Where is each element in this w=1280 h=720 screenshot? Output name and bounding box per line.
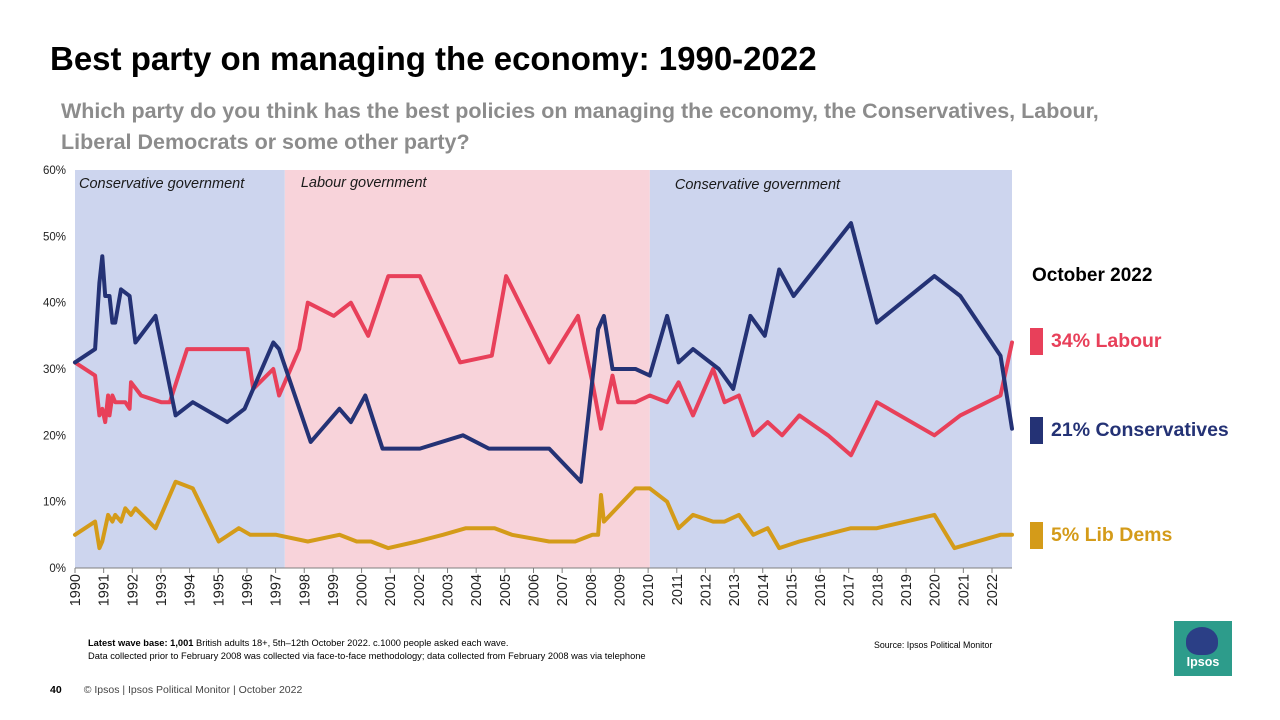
legend-swatch-libdems	[1030, 522, 1043, 549]
y-tick-label: 50%	[43, 231, 66, 243]
x-tick-label: 1993	[154, 574, 170, 606]
y-tick-label: 20%	[43, 430, 66, 442]
x-tick-label: 2010	[641, 574, 657, 606]
footnote-base-rest: British adults 18+, 5th–12th October 202…	[193, 638, 509, 648]
legend-swatch-labour	[1030, 328, 1043, 355]
x-tick-label: 1997	[269, 574, 285, 606]
logo-text: Ipsos	[1186, 655, 1220, 669]
x-tick-label: 2005	[498, 574, 514, 606]
x-tick-label: 2009	[612, 574, 628, 606]
x-tick-label: 2017	[842, 574, 858, 606]
y-tick-label: 10%	[43, 497, 66, 509]
page-subtitle: Which party do you think has the best po…	[61, 99, 1099, 154]
x-tick-label: 2008	[584, 574, 600, 606]
period-label: Conservative government	[79, 176, 245, 192]
x-tick-label: 2013	[727, 574, 743, 606]
page-footer: 40 © Ipsos | Ipsos Political Monitor | O…	[50, 684, 302, 696]
logo-head-icon	[1186, 627, 1218, 655]
footnote: Latest wave base: 1,001 British adults 1…	[88, 637, 646, 663]
x-tick-label: 1995	[211, 574, 227, 606]
x-tick-label: 1998	[297, 574, 313, 606]
legend-swatch-conservatives	[1030, 417, 1043, 444]
legend-label-labour: 34% Labour	[1051, 330, 1162, 352]
period-backgrounds: Conservative government Labour government…	[75, 170, 1012, 568]
y-tick-label: 30%	[43, 364, 66, 376]
period-label: Labour government	[301, 175, 428, 191]
x-tick-label: 2007	[555, 574, 571, 606]
legend-label-libdems: 5% Lib Dems	[1051, 524, 1173, 546]
legend-label-conservatives: 21% Conservatives	[1051, 419, 1229, 441]
x-tick-label: 2000	[355, 574, 371, 606]
x-tick-label: 2012	[698, 574, 714, 606]
x-tick-label: 2014	[756, 574, 772, 606]
series-line-lib-dems	[73, 479, 1014, 551]
x-tick-label: 2018	[870, 574, 886, 606]
legend-heading: October 2022	[1032, 265, 1153, 286]
x-tick-label: 2002	[412, 574, 428, 606]
x-tick-label: 1996	[240, 574, 256, 606]
x-tick-label: 2016	[813, 574, 829, 606]
footer-text: © Ipsos | Ipsos Political Monitor | Octo…	[83, 684, 303, 696]
y-tick-label: 60%	[43, 165, 66, 177]
x-tick-label: 2015	[784, 574, 800, 606]
legend-item-conservatives: 21% Conservatives	[1030, 417, 1229, 444]
source-note: Source: Ipsos Political Monitor	[874, 640, 993, 650]
chart-axes: 0% 10% 20% 30% 40% 50% 60% 1990 1991 1992 1993 1994…	[43, 165, 1012, 606]
x-tick-label: 1990	[68, 574, 84, 606]
legend-item-libdems: 5% Lib Dems	[1030, 522, 1172, 549]
footnote-base-count: 1,001	[170, 638, 194, 648]
x-tick-label: 2004	[469, 574, 485, 606]
page-title: Best party on managing the economy: 1990…	[50, 40, 817, 77]
y-tick-label: 40%	[43, 298, 66, 310]
x-tick-label: 2019	[899, 574, 915, 606]
x-tick-label: 2011	[670, 574, 686, 605]
x-tick-label: 2022	[985, 574, 1001, 606]
period-band	[649, 170, 1012, 568]
footnote-base-label: Latest wave base:	[88, 638, 168, 648]
series-line-conservatives	[73, 221, 1014, 484]
x-tick-label: 2006	[527, 574, 543, 606]
ipsos-logo: Ipsos	[1174, 621, 1232, 676]
x-tick-label: 2001	[383, 574, 399, 606]
x-tick-label: 2020	[928, 574, 944, 606]
x-tick-label: 1991	[97, 574, 113, 606]
x-tick-label: 1994	[183, 574, 199, 606]
legend-item-labour: 34% Labour	[1030, 328, 1162, 355]
period-label: Conservative government	[675, 177, 841, 193]
chart-series	[73, 221, 1014, 551]
y-tick-label: 0%	[49, 563, 66, 575]
x-tick-label: 1992	[125, 574, 141, 606]
x-tick-label: 2021	[956, 574, 972, 606]
footnote-methodology: Data collected prior to February 2008 wa…	[88, 651, 646, 661]
x-tick-label: 2003	[441, 574, 457, 606]
page-number: 40	[50, 684, 62, 696]
x-tick-label: 1999	[326, 574, 342, 606]
series-line-labour	[73, 274, 1014, 458]
